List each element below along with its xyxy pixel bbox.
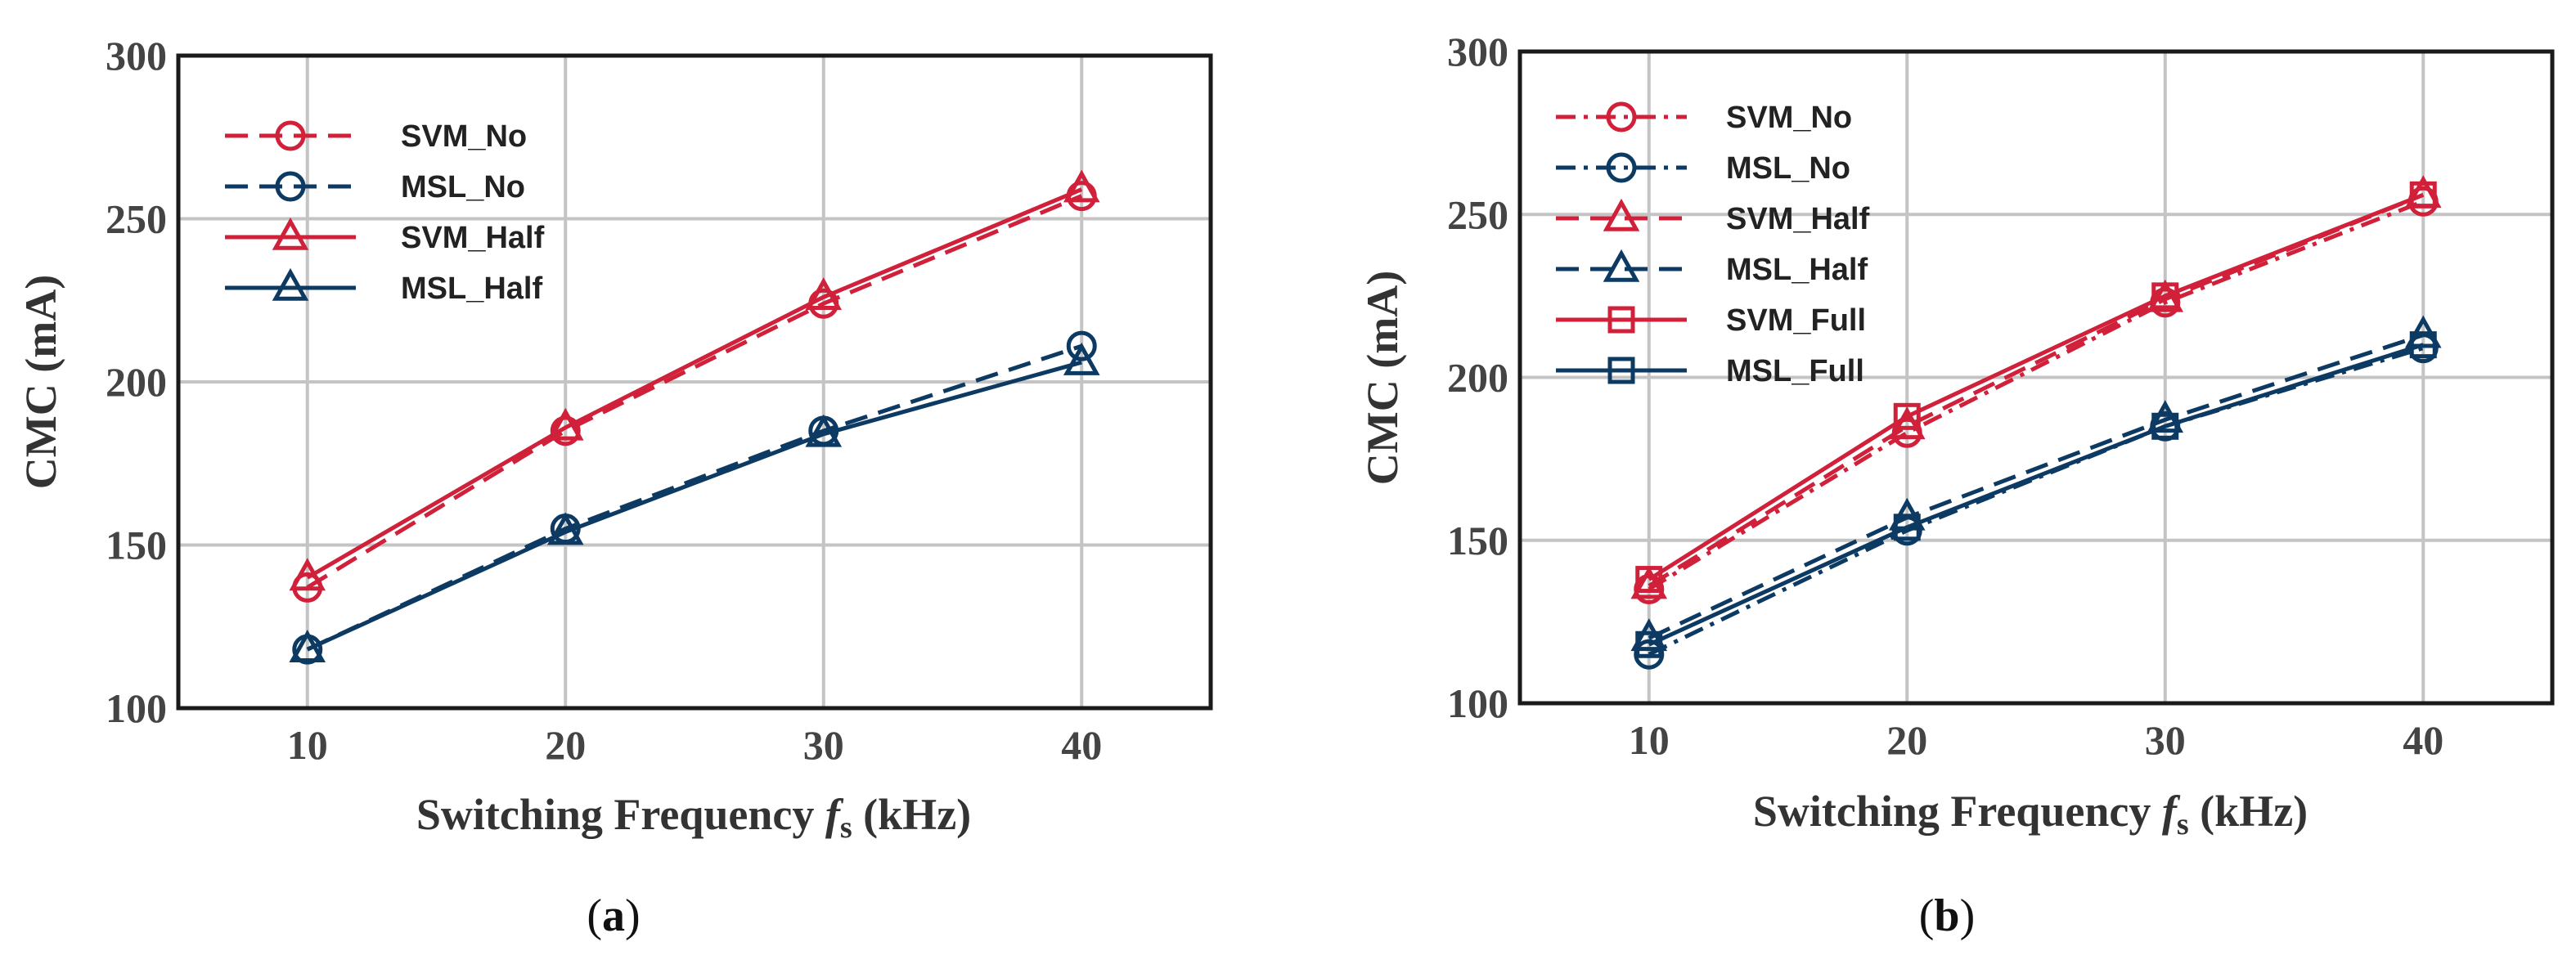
panel-caption: (a) (587, 890, 640, 941)
legend-marker (275, 120, 306, 151)
data-point (546, 407, 584, 441)
data-point (550, 415, 581, 446)
legend-item: MSL_No (1556, 151, 1850, 186)
data-point (2409, 331, 2437, 359)
data-point (2151, 282, 2179, 310)
legend-marker (1607, 357, 1635, 384)
data-point (1063, 169, 1100, 203)
legend-marker (272, 267, 309, 301)
data-point (805, 277, 843, 311)
x-tick-label: 30 (2145, 717, 2186, 763)
data-point (2147, 279, 2184, 312)
legend-item: MSL_Half (225, 267, 542, 306)
legend-marker (1606, 152, 1637, 183)
y-tick-label: 200 (1447, 355, 1508, 401)
data-point (2151, 412, 2179, 440)
data-point (1893, 514, 1921, 541)
data-point (805, 414, 843, 447)
data-point (1630, 618, 1668, 652)
series-line (306, 194, 1083, 590)
series-line (1648, 343, 2425, 647)
series-SVM_Full (1635, 181, 2437, 594)
x-tick-label: 20 (545, 722, 586, 768)
legend-item: SVM_No (1556, 101, 1852, 135)
legend-label: MSL_Half (401, 271, 542, 306)
data-point (2147, 400, 2184, 433)
series-line (1648, 346, 2424, 657)
x-tick-label: 20 (1886, 717, 1927, 763)
panel-b-chart: 10 20 30 40 100 150 200 250 300 Switching Frequen… (1358, 29, 2555, 941)
data-point (1063, 342, 1100, 375)
legend-item: SVM_Half (225, 217, 545, 255)
series-MSL_Half (289, 342, 1100, 662)
plot-frame (176, 53, 1213, 711)
data-point (2409, 181, 2437, 209)
legend-label: SVM_Half (1726, 202, 1870, 236)
legend-label: MSL_No (401, 170, 525, 204)
legend-label: MSL_No (1726, 151, 1850, 186)
y-tick-label: 300 (106, 33, 167, 79)
series-SVM_Half (289, 169, 1100, 591)
legend-label: MSL_Full (1726, 354, 1864, 388)
data-point (1635, 566, 1663, 594)
legend-item: SVM_Full (1556, 303, 1866, 338)
legend-item: MSL_No (225, 170, 525, 204)
series-MSL_Full (1635, 331, 2437, 658)
legend-label: SVM_No (401, 119, 527, 154)
y-axis-label: CMC (mA) (1358, 271, 1407, 485)
legend-label: SVM_Full (1726, 303, 1866, 338)
x-tick-label: 30 (803, 722, 844, 768)
legend-item: MSL_Half (1556, 249, 1868, 287)
y-tick-label: 250 (106, 196, 167, 242)
plot-frame (1517, 49, 2555, 706)
series-line (306, 360, 1082, 652)
series-line (306, 343, 1083, 652)
legend-marker (1603, 249, 1640, 282)
legend-marker (1607, 306, 1635, 334)
legend: SVM_No MSL_No SVM_Half MSL_Half SVM_Full MSL_… (1556, 101, 1870, 388)
y-tick-label: 300 (1447, 29, 1508, 74)
x-axis-label: Switching Frequency fs (kHz) (416, 790, 971, 845)
panel-a-chart: 10 20 30 40 100 150 200 250 300 Switching Frequen… (16, 33, 1213, 941)
y-axis-label: CMC (mA) (16, 275, 65, 489)
x-tick-label: 40 (1061, 722, 1102, 768)
y-tick-label: 250 (1447, 191, 1508, 237)
x-tick-label: 10 (287, 722, 328, 768)
series-line (306, 187, 1083, 580)
series-line (1648, 199, 2425, 591)
data-point (289, 630, 326, 662)
series-line (1648, 193, 2425, 581)
x-tick-label: 10 (1629, 717, 1670, 763)
data-point (546, 512, 584, 545)
legend-item: SVM_No (225, 119, 527, 154)
legend-marker (1603, 198, 1640, 231)
x-tick-label: 40 (2403, 717, 2443, 763)
legend-item: SVM_Half (1556, 198, 1870, 236)
data-point (1630, 566, 1668, 599)
series-line (1648, 333, 2425, 640)
legend-label: MSL_Half (1726, 253, 1868, 287)
panel-caption: (b) (1919, 890, 1975, 941)
y-tick-label: 150 (1447, 518, 1508, 563)
legend: SVM_No MSL_No SVM_Half MSL_Half (225, 119, 545, 306)
legend-label: SVM_Half (401, 221, 545, 255)
x-axis-label: Switching Frequency fs (kHz) (1753, 787, 2308, 841)
legend-label: SVM_No (1726, 101, 1852, 135)
data-point (1888, 406, 1926, 440)
y-tick-label: 100 (1447, 680, 1508, 726)
data-point (1635, 630, 1663, 658)
legend-marker (1606, 101, 1637, 132)
legend-marker (275, 171, 306, 202)
data-point (1893, 402, 1921, 430)
y-tick-label: 100 (106, 685, 167, 731)
data-point (289, 558, 326, 591)
legend-marker (272, 217, 309, 250)
y-tick-label: 150 (106, 523, 167, 568)
legend-item: MSL_Full (1556, 354, 1864, 388)
data-point (1066, 330, 1097, 361)
y-tick-label: 200 (106, 359, 167, 405)
